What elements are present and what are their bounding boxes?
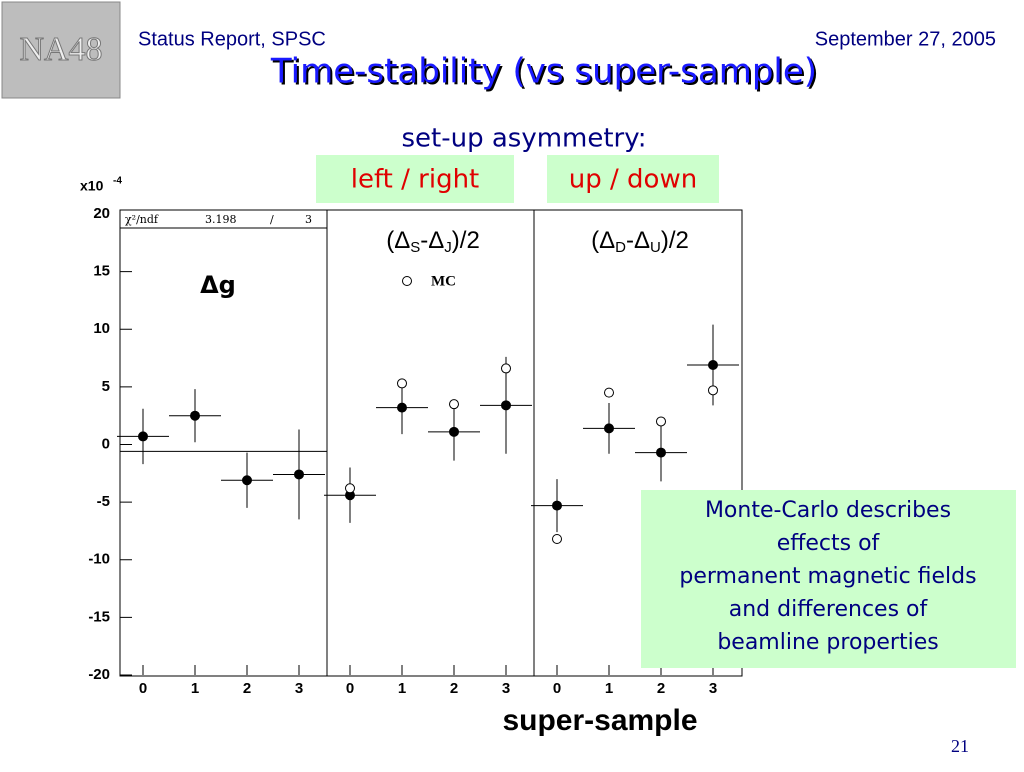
panel-title: (ΔS-ΔJ)/2 (386, 227, 480, 256)
label-box (547, 155, 719, 203)
point (708, 385, 718, 396)
point (552, 500, 562, 511)
y-tick-label: -20 (88, 666, 110, 683)
note-line: and differences of (729, 597, 929, 622)
title-part: -Δ (420, 227, 444, 254)
point (708, 359, 718, 370)
panel-title: (ΔD-ΔU)/2 (591, 227, 689, 256)
x-axis-label: super-sample (502, 704, 697, 737)
x-tick-label: 2 (450, 680, 458, 697)
y-tick-label: 20 (93, 205, 110, 222)
header-right: September 27, 2005 (815, 28, 996, 50)
point (656, 447, 666, 458)
x-tick-label: 0 (139, 680, 147, 697)
title-part: )/2 (661, 227, 689, 254)
x-tick-label: 3 (502, 680, 510, 697)
title-sub: J (444, 239, 452, 256)
legend-label: MC (431, 273, 456, 289)
title-part: )/2 (452, 227, 480, 254)
y-tick-label: 5 (102, 378, 110, 395)
exponent-base: x10 (80, 178, 104, 194)
y-tick-label: 10 (93, 320, 110, 337)
x-tick-label: 1 (398, 680, 406, 697)
panel-title: Δg (200, 271, 236, 299)
x-tick-label: 3 (295, 680, 303, 697)
point (138, 431, 148, 442)
y-tick-label: -5 (97, 493, 110, 510)
label: up / down (569, 165, 697, 195)
exponent: -4 (113, 176, 122, 187)
point (397, 402, 407, 413)
fit-text: 3.198 (205, 213, 237, 226)
x-tick-label: 1 (605, 680, 613, 697)
title: Time-stability (vs super-sample) (270, 52, 817, 92)
point (501, 363, 511, 374)
subtitle: set-up asymmetry: (401, 124, 646, 154)
note-line: effects of (777, 531, 881, 556)
title-part: -Δ (626, 227, 650, 254)
title-sub: U (650, 239, 661, 256)
header-left: Status Report, SPSC (138, 28, 326, 50)
fit-text: χ²/ndf (125, 213, 159, 226)
note: Monte-Carlo describes effects of permanent… (679, 498, 976, 655)
y-tick-label: -15 (88, 608, 110, 625)
title-sub: S (410, 239, 420, 256)
x-tick-label: 1 (191, 680, 199, 697)
fit-text: 3 (305, 213, 312, 226)
note-line: beamline properties (717, 630, 938, 655)
title-sub: D (615, 239, 626, 256)
legend-marker (402, 276, 412, 286)
logo-box (1, 1, 121, 99)
point (294, 469, 304, 480)
title-part: (Δ (591, 227, 615, 254)
x-tick-label: 0 (346, 680, 354, 697)
note-line: Monte-Carlo describes (705, 498, 951, 523)
y-tick-label: 0 (102, 435, 110, 452)
title-part: (Δ (386, 227, 410, 254)
point (552, 534, 562, 545)
label: left / right (351, 165, 480, 195)
fit-text: / (270, 213, 274, 226)
x-tick-label: 0 (553, 680, 561, 697)
note-line: permanent magnetic fields (679, 564, 976, 589)
point (501, 400, 511, 411)
point (604, 387, 614, 398)
page-number: 21 (951, 736, 969, 756)
point (449, 399, 459, 410)
x-tick-label: 2 (657, 680, 665, 697)
y-tick-label: -10 (88, 551, 110, 568)
point (345, 483, 355, 494)
note-box (641, 490, 1016, 668)
plot-frame (119, 209, 743, 677)
label-box (316, 155, 514, 203)
point (656, 416, 666, 427)
x-tick-label: 2 (243, 680, 251, 697)
logo: NA48 (19, 31, 102, 68)
point (190, 410, 200, 421)
point (604, 423, 614, 434)
point (242, 475, 252, 486)
point (397, 378, 407, 389)
x-tick-label: 3 (709, 680, 717, 697)
point (449, 426, 459, 437)
title-shadow: Time-stability (vs super-sample) (272, 54, 819, 94)
y-tick-label: 15 (93, 263, 110, 280)
